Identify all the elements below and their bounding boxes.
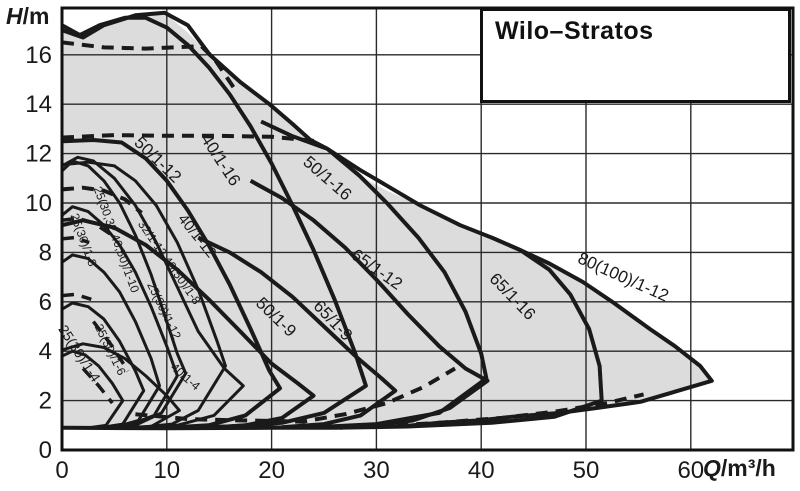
y-tick-label: 8 [39,239,52,266]
pump-curve-50-1-12 [63,138,282,430]
y-tick-label: 14 [25,91,52,118]
pump-curve-25-30-1-6 [63,301,146,430]
pump-curve-65-1-16 [260,119,604,430]
x-tick-label: 20 [258,457,285,484]
y-tick-label: 10 [25,190,52,217]
pump-curve-dashed-9-3 [63,216,112,236]
y-tick-label: 0 [39,437,52,464]
chart-title: Wilo–Stratos [495,17,654,45]
pump-curve-25-30-1-12 [63,159,188,430]
pump-curve-25-30-1-4 [63,349,125,430]
x-tick-label: 30 [363,457,390,484]
pump-field-area [63,12,712,428]
y-tick-label: 2 [39,388,52,415]
pump-curve-32-1-12-40-50-1-8 [63,155,245,430]
x-tick-label: 10 [153,457,180,484]
pump-curve-50-1-9 [63,218,316,430]
y-tick-label: 12 [25,141,52,168]
x-axis-unit: /m³/h [720,455,776,481]
pump-curve-dashed-12-6 [63,133,319,144]
x-tick-label: 0 [55,457,68,484]
legend-title-box: Wilo–Stratos [480,8,791,103]
pump-curve-dashed-tail-small-2 [92,320,130,372]
pump-curve-dashed-bottom-rising [135,366,457,424]
pump-curve-25-30-1-8 [63,253,161,430]
y-axis-symbol: H [6,3,23,29]
pump-curves-layer [63,10,714,431]
pump-curve-65-1-12 [249,179,490,430]
y-axis-title: H/m [6,3,49,30]
y-tick-label: 6 [39,289,52,316]
pump-curve-dashed-10-6 [63,185,143,215]
x-axis-symbol: Q [703,455,721,481]
pump-curve-40-1-12 [63,160,227,430]
y-tick-label: 4 [39,338,52,365]
pump-curve-min-head-line [63,425,335,431]
pump-curve-25-30-32-40-50-1-10 [63,205,179,430]
pump-curve-dashed-6-2 [63,292,92,301]
pump-curve-dashed-8-5 [63,235,90,245]
x-tick-label: 60 [677,457,704,484]
pump-curve-dashed-16 [63,40,237,91]
pump-curve-40-1-4 [63,342,181,430]
x-axis-title: Q/m³/h [703,455,776,482]
pump-curve-dashed-tail-small-1 [81,367,114,405]
y-axis-unit: /m [22,3,50,29]
x-tick-label: 50 [573,457,600,484]
plot-frame [60,6,795,452]
x-tick-label: 40 [468,457,495,484]
y-tick-label: 16 [25,42,52,69]
pump-curve-65-1-9 [197,235,398,430]
